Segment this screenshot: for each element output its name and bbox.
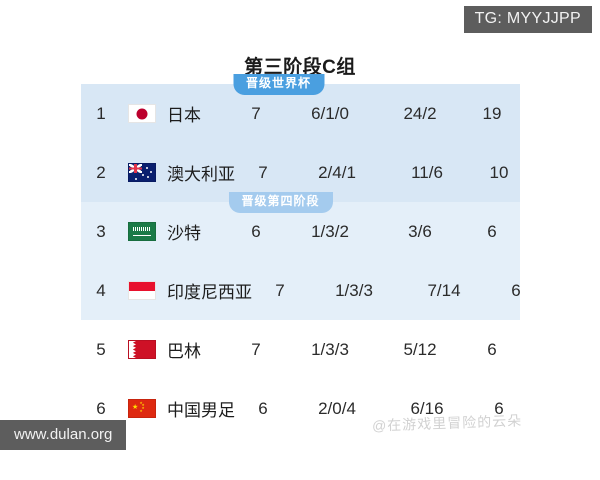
cell-team: 中国男足 (167, 401, 235, 420)
cell-flag (121, 222, 163, 241)
cell-team: 澳大利亚 (167, 165, 235, 184)
badge-qualify-fourth-round: 晋级第四阶段 (228, 192, 333, 213)
cell-rank: 4 (96, 280, 106, 300)
flag-australia-icon (128, 163, 156, 182)
cell-team: 沙特 (167, 224, 201, 243)
cell-goals: 7/14 (427, 280, 461, 300)
cell-goals: 11/6 (411, 162, 443, 182)
cell-rank: 5 (96, 339, 106, 359)
cell-flag (121, 163, 163, 182)
cell-rank: 6 (96, 398, 106, 418)
cell-goals: 24/2 (403, 103, 437, 123)
flag-china-icon: ★ ★ ★ ★ ★ (128, 399, 156, 418)
cell-goals: 5/12 (403, 339, 437, 359)
cell-played: 7 (251, 339, 261, 359)
cell-flag (121, 104, 163, 123)
cell-win-draw-loss: 2/4/1 (318, 162, 356, 182)
cell-rank: 1 (96, 103, 106, 123)
cell-rank: 3 (96, 221, 106, 241)
cell-points: 6 (487, 221, 497, 241)
cell-win-draw-loss: 1/3/2 (311, 221, 349, 241)
cell-points: 10 (489, 162, 509, 182)
cell-played: 6 (251, 221, 261, 241)
telegram-watermark: TG: MYYJJPP (463, 6, 592, 33)
cell-played: 7 (258, 162, 268, 182)
cell-win-draw-loss: 1/3/3 (311, 339, 349, 359)
cell-points: 19 (482, 103, 502, 123)
table-row[interactable]: 晋级世界杯 1 日本 7 6/1/0 24/2 19 (81, 74, 520, 143)
table-row[interactable]: 晋级第四阶段 3 沙特 6 1/3/2 3/6 6 (81, 192, 520, 261)
flag-saudi-arabia-icon (128, 222, 156, 241)
site-watermark: www.dulan.org (0, 420, 127, 450)
cell-points: 6 (487, 339, 497, 359)
cell-goals: 6/16 (410, 398, 444, 418)
cell-played: 7 (275, 280, 285, 300)
cell-flag (121, 281, 163, 300)
standings-table: 晋级世界杯 1 日本 7 6/1/0 24/2 19 2 澳大利亚 7 (81, 74, 521, 438)
table-row[interactable]: 2 澳大利亚 7 2/4/1 11/6 10 (81, 143, 520, 202)
flag-bahrain-icon (128, 340, 156, 359)
cell-flag (121, 340, 163, 359)
cell-goals: 3/6 (408, 221, 432, 241)
cell-played: 7 (251, 103, 261, 123)
page-title: 第三阶段C组 (244, 57, 356, 78)
flag-japan-icon (128, 104, 156, 123)
cell-win-draw-loss: 1/3/3 (335, 280, 373, 300)
cell-team: 印度尼西亚 (167, 283, 252, 302)
cell-points: 6 (494, 398, 504, 418)
cell-win-draw-loss: 6/1/0 (311, 103, 349, 123)
flag-indonesia-icon (128, 281, 156, 300)
cell-team: 巴林 (167, 342, 201, 361)
cell-rank: 2 (96, 162, 106, 182)
cell-points: 6 (511, 280, 521, 300)
cell-win-draw-loss: 2/0/4 (318, 398, 356, 418)
badge-qualify-world-cup: 晋级世界杯 (232, 74, 325, 95)
table-row[interactable]: 4 印度尼西亚 7 1/3/3 7/14 6 (81, 261, 521, 320)
cell-played: 6 (258, 398, 268, 418)
table-row[interactable]: 6 ★ ★ ★ ★ ★ 中国男足 6 2/0/4 6/16 6 (81, 379, 520, 438)
cell-team: 日本 (167, 106, 201, 125)
table-row[interactable]: 5 巴林 7 1/3/3 5/12 6 (81, 320, 520, 379)
cell-flag: ★ ★ ★ ★ ★ (121, 399, 163, 418)
